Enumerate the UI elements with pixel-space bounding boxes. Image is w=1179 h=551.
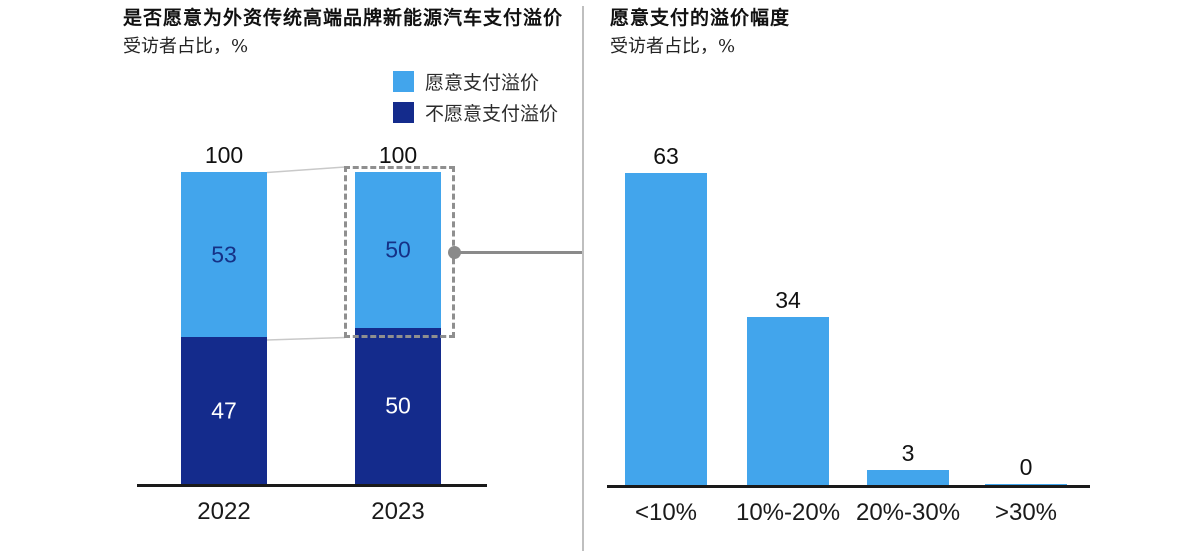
connector-dot xyxy=(448,246,461,259)
stacked-bar-segment xyxy=(181,172,267,338)
bar-value-label: 0 xyxy=(1019,453,1033,480)
panel-divider xyxy=(582,6,584,551)
x-axis-right xyxy=(607,485,1090,488)
left-title-block: 是否愿意为外资传统高端品牌新能源汽车支付溢价 受访者占比，% xyxy=(123,6,563,59)
bar-value-label: 34 xyxy=(775,286,801,313)
right-title-block: 愿意支付的溢价幅度 受访者占比，% xyxy=(610,6,790,59)
right-chart-subtitle: 受访者占比，% xyxy=(610,35,736,57)
segment-value-label: 50 xyxy=(385,236,411,263)
bar-value-label: 63 xyxy=(653,143,679,170)
total-label: 100 xyxy=(378,142,418,168)
segment-value-label: 50 xyxy=(385,392,411,419)
segment-value-label: 53 xyxy=(211,241,237,268)
category-label: 20%-30% xyxy=(855,499,961,526)
legend-label-willing: 愿意支付溢价 xyxy=(425,72,540,94)
legend-label-not-willing: 不愿意支付溢价 xyxy=(425,103,559,125)
category-label: >30% xyxy=(994,499,1058,526)
bar xyxy=(867,470,949,485)
left-chart-subtitle: 受访者占比，% xyxy=(123,35,249,57)
highlight-dashed-box xyxy=(344,166,455,338)
right-chart-title: 愿意支付的溢价幅度 xyxy=(610,7,791,29)
category-label: 2023 xyxy=(371,498,425,525)
category-label: 2022 xyxy=(197,498,251,525)
x-axis-left xyxy=(137,484,487,487)
stacked-bar-segment xyxy=(355,172,441,328)
category-label: 10%-20% xyxy=(735,499,841,526)
legend-item-not-willing: 不愿意支付溢价 xyxy=(393,99,558,126)
bar xyxy=(985,483,1067,485)
segment-value-label: 47 xyxy=(211,397,237,424)
bar-value-label: 3 xyxy=(901,440,915,467)
connector-line xyxy=(455,251,583,254)
bar xyxy=(747,316,829,485)
bar xyxy=(625,173,707,485)
stacked-bar-segment xyxy=(181,337,267,484)
legend-swatch-willing xyxy=(393,71,414,92)
category-label: <10% xyxy=(634,499,698,526)
left-chart-title: 是否愿意为外资传统高端品牌新能源汽车支付溢价 xyxy=(123,7,564,29)
legend-item-willing: 愿意支付溢价 xyxy=(393,68,539,95)
stacked-bar-segment xyxy=(355,328,441,484)
total-label: 100 xyxy=(204,142,244,168)
legend-swatch-not-willing xyxy=(393,102,414,123)
